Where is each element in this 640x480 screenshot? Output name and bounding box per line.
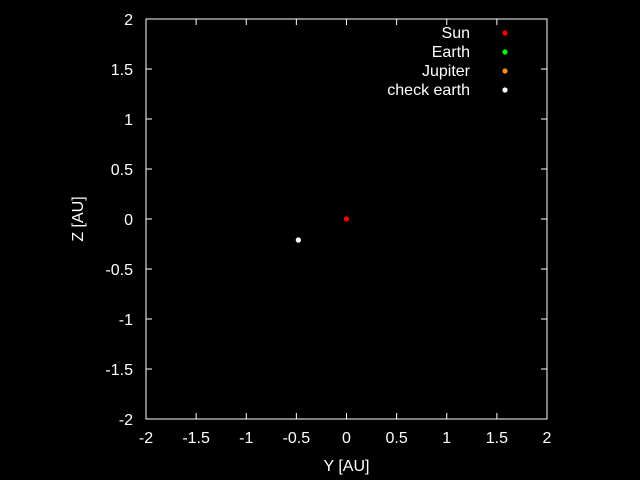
legend: Sun Earth Jupiter check earth: [387, 25, 508, 99]
legend-marker-jupiter: [502, 68, 508, 74]
axis-ticks: -2 -1.5 -1 -0.5 0 0.5 1 1.5 2 -2 -1.5 -1 -0.5 0 0.5 1 1.…: [105, 12, 551, 447]
x-tick-label: -0.5: [283, 430, 311, 447]
y-tick-label: -2: [119, 412, 133, 429]
y-tick-label: 2: [124, 12, 133, 29]
x-tick-label: 1.5: [486, 430, 508, 447]
x-tick-label: -2: [139, 430, 153, 447]
x-tick-label: -1.5: [182, 430, 210, 447]
x-tick-label: 2: [543, 430, 552, 447]
y-tick-label: -1.5: [105, 362, 133, 379]
x-tick-label: 0: [342, 430, 351, 447]
plot-frame: [145, 18, 548, 420]
data-points: [295, 216, 350, 243]
y-tick-label: 0.5: [111, 162, 133, 179]
x-tick-label: -1: [239, 430, 253, 447]
sun-point: [343, 216, 350, 222]
y-tick-label: 1: [124, 112, 133, 129]
legend-marker-sun: [502, 30, 508, 36]
legend-label-earth: Earth: [432, 44, 470, 61]
legend-label-check-earth: check earth: [387, 82, 470, 99]
y-axis-label: Z [AU]: [70, 196, 87, 241]
legend-marker-earth: [502, 49, 508, 55]
legend-marker-check-earth: [502, 87, 508, 93]
check-earth-point: [295, 237, 301, 243]
legend-label-sun: Sun: [442, 25, 470, 42]
legend-label-jupiter: Jupiter: [422, 63, 471, 80]
y-tick-label: 1.5: [111, 62, 133, 79]
y-tick-label: -0.5: [105, 262, 133, 279]
x-tick-label: 1: [442, 430, 451, 447]
y-tick-label: -1: [119, 312, 133, 329]
y-tick-label: 0: [124, 212, 133, 229]
x-axis-label: Y [AU]: [324, 458, 370, 475]
x-tick-label: 0.5: [386, 430, 408, 447]
